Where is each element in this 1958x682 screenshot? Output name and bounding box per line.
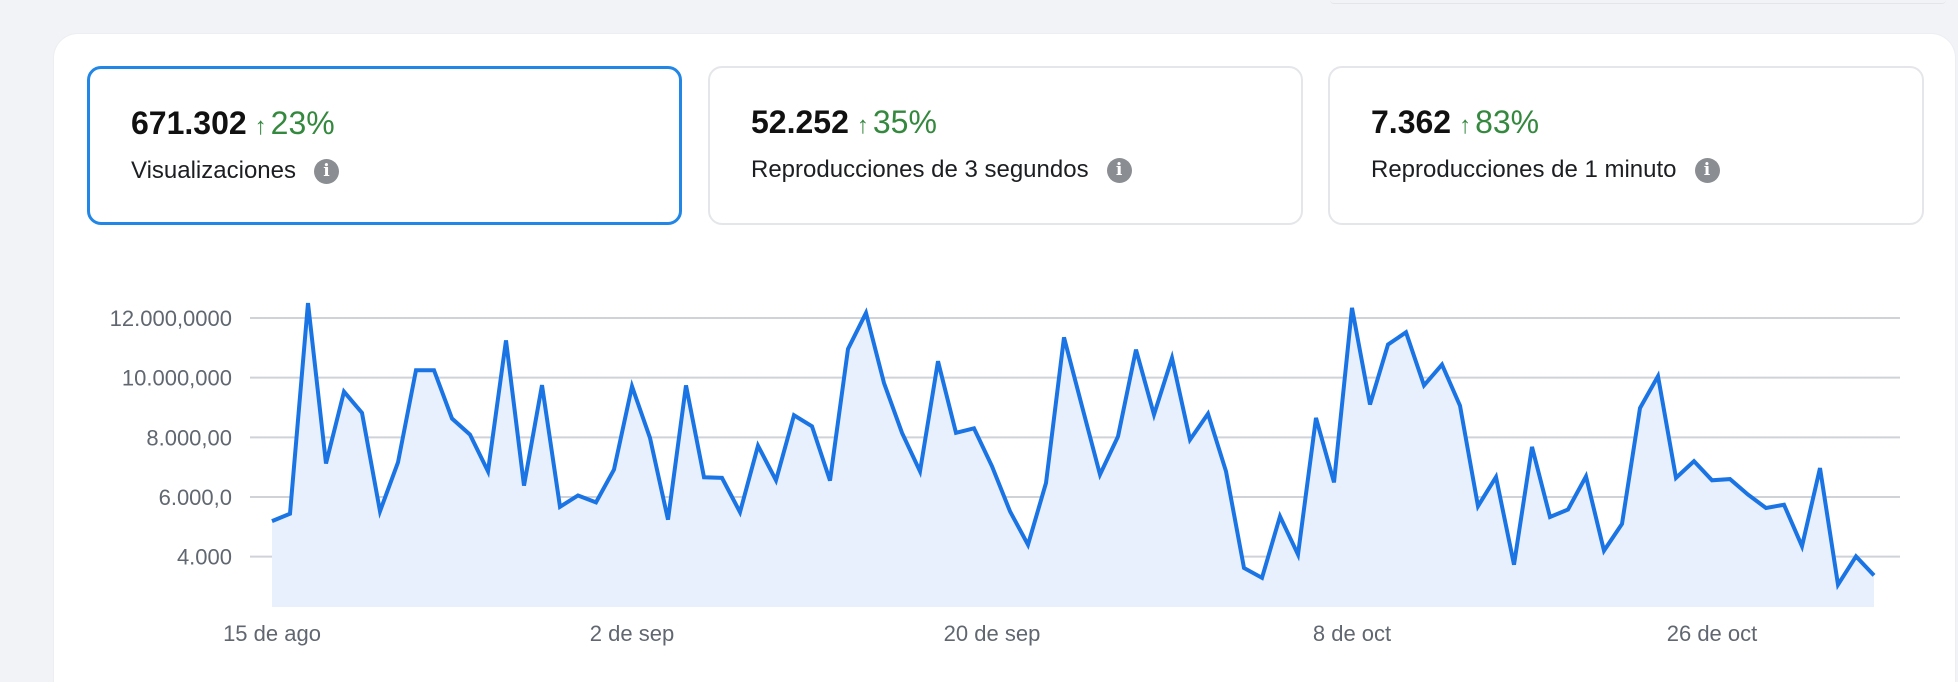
y-tick-label: 4.000	[177, 545, 232, 570]
x-tick-label: 2 de sep	[590, 621, 674, 646]
info-icon[interactable]: i	[1694, 157, 1720, 183]
info-icon[interactable]: i	[314, 158, 339, 184]
metric-card-reproducciones-1min[interactable]: 7.362 ↑ 83% Reproducciones de 1 minuto i	[1328, 66, 1924, 225]
metric-label: Reproducciones de 3 segundos	[751, 156, 1089, 183]
x-tick-label: 20 de sep	[944, 621, 1041, 646]
x-tick-label: 15 de ago	[223, 621, 321, 646]
metric-label-row: Visualizaciones i	[131, 157, 339, 185]
metric-value-row: 7.362 ↑ 83%	[1371, 104, 1539, 141]
y-tick-label: 10.000,000	[122, 366, 232, 391]
arrow-up-icon: ↑	[1459, 112, 1472, 139]
metric-label-row: Reproducciones de 3 segundos i	[751, 156, 1132, 184]
y-tick-label: 8.000,00	[146, 425, 232, 450]
metric-card-visualizaciones[interactable]: 671.302 ↑ 23% Visualizaciones i	[87, 66, 682, 225]
metric-change-value: 23%	[270, 105, 335, 141]
area-fill	[272, 303, 1874, 607]
metric-change-value: 35%	[872, 104, 937, 140]
x-tick-label: 26 de oct	[1667, 621, 1758, 646]
metric-label: Reproducciones de 1 minuto	[1371, 156, 1677, 183]
metric-label: Visualizaciones	[131, 157, 296, 184]
metric-change-value: 83%	[1475, 104, 1540, 140]
top-panel-edge	[1330, 0, 1946, 4]
arrow-up-icon: ↑	[254, 113, 267, 140]
arrow-up-icon: ↑	[856, 112, 869, 139]
info-icon[interactable]: i	[1106, 157, 1132, 183]
metric-value: 52.252	[751, 104, 849, 140]
metric-value-row: 671.302 ↑ 23%	[131, 105, 335, 142]
metric-value-row: 52.252 ↑ 35%	[751, 104, 937, 141]
y-tick-label: 12.000,0000	[110, 306, 232, 331]
x-tick-label: 8 de oct	[1313, 621, 1391, 646]
metric-value: 671.302	[131, 105, 247, 141]
metric-label-row: Reproducciones de 1 minuto i	[1371, 156, 1720, 184]
series-line	[271, 302, 1876, 591]
metric-card-reproducciones-3s[interactable]: 52.252 ↑ 35% Reproducciones de 3 segundos…	[708, 66, 1303, 225]
metric-change: ↑ 23%	[255, 105, 335, 142]
metric-value: 7.362	[1371, 104, 1452, 140]
y-tick-label: 6.000,0	[159, 485, 232, 510]
metric-change: ↑ 83%	[1459, 104, 1539, 141]
metric-change: ↑ 35%	[857, 104, 937, 141]
